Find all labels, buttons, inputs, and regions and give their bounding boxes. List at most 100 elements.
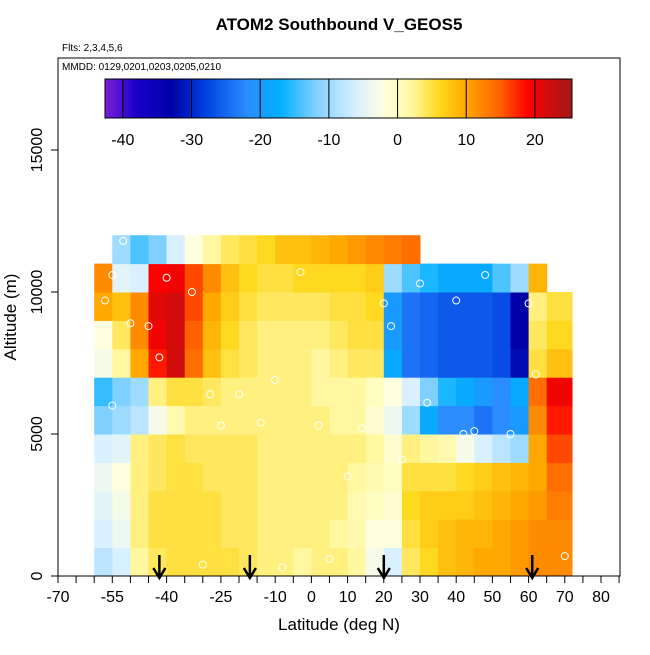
heat-cell bbox=[347, 405, 367, 435]
heat-cell bbox=[365, 235, 385, 265]
heat-cell bbox=[419, 292, 439, 321]
heat-cell bbox=[275, 490, 294, 520]
heat-cell bbox=[184, 235, 204, 265]
x-tick-label: 80 bbox=[592, 589, 610, 606]
heat-cell bbox=[220, 292, 240, 321]
heat-cell bbox=[456, 490, 475, 520]
heat-cell bbox=[347, 292, 367, 321]
heat-cell bbox=[166, 348, 186, 378]
heat-cell bbox=[365, 519, 385, 549]
x-tick-label: -10 bbox=[264, 589, 287, 606]
heat-cell bbox=[130, 263, 149, 293]
heat-cell bbox=[220, 235, 240, 265]
heat-cell bbox=[112, 490, 131, 520]
sample-point bbox=[481, 270, 490, 279]
heat-cell bbox=[546, 434, 573, 463]
x-tick-label: 60 bbox=[520, 589, 538, 606]
heat-cell bbox=[184, 377, 204, 407]
heat-cell bbox=[492, 405, 511, 435]
sample-point bbox=[278, 563, 287, 572]
heat-cell bbox=[130, 434, 149, 463]
heat-cell bbox=[293, 490, 312, 520]
sample-point bbox=[387, 322, 396, 331]
heat-cell bbox=[329, 434, 349, 463]
heat-cell bbox=[148, 434, 168, 463]
heat-cell bbox=[492, 320, 511, 350]
heat-cell bbox=[347, 235, 367, 265]
heat-cell bbox=[492, 292, 511, 321]
heat-cell bbox=[293, 235, 312, 265]
colorbar-tick-label: 20 bbox=[526, 132, 544, 149]
heat-cell bbox=[510, 490, 530, 520]
y-tick-label: 15000 bbox=[29, 128, 46, 173]
heat-cell bbox=[220, 462, 240, 492]
heat-cell bbox=[275, 405, 294, 435]
heat-cell bbox=[311, 547, 330, 577]
heat-cell bbox=[130, 292, 149, 321]
heat-cell bbox=[474, 547, 493, 577]
heat-cell bbox=[202, 547, 222, 577]
heat-cell bbox=[148, 462, 168, 492]
heat-cell bbox=[438, 490, 457, 520]
heat-cell bbox=[293, 348, 312, 378]
heat-cell bbox=[112, 547, 131, 577]
heat-cell bbox=[401, 462, 421, 492]
heat-cell bbox=[166, 462, 186, 492]
sample-point bbox=[358, 424, 367, 433]
heat-cell bbox=[166, 263, 186, 293]
heat-cell bbox=[365, 320, 385, 350]
sample-point bbox=[216, 421, 225, 430]
heat-cell bbox=[474, 462, 493, 492]
heat-cell bbox=[419, 547, 439, 577]
heat-cell bbox=[401, 292, 421, 321]
heat-cell bbox=[438, 292, 457, 321]
heat-cell bbox=[438, 377, 457, 407]
heat-cell bbox=[184, 490, 204, 520]
heat-cell bbox=[293, 434, 312, 463]
heat-cell bbox=[202, 292, 222, 321]
heat-cell bbox=[492, 434, 511, 463]
chart-title: ATOM2 Southbound V_GEOS5 bbox=[216, 15, 463, 34]
y-axis-label: Altitude (m) bbox=[1, 274, 20, 361]
heat-cell bbox=[112, 405, 131, 435]
y-tick-label: 5000 bbox=[29, 416, 46, 452]
heat-cell bbox=[419, 462, 439, 492]
heat-cell bbox=[238, 434, 258, 463]
heat-cell bbox=[329, 377, 349, 407]
heat-cell bbox=[365, 434, 385, 463]
sample-point bbox=[459, 430, 468, 439]
heat-cell bbox=[112, 348, 131, 378]
heat-cell bbox=[293, 547, 312, 577]
heat-cell bbox=[94, 519, 113, 549]
heat-cell bbox=[347, 348, 367, 378]
heat-cell bbox=[365, 490, 385, 520]
heat-cell bbox=[401, 263, 421, 293]
heat-cell bbox=[528, 434, 548, 463]
heat-cell bbox=[401, 377, 421, 407]
heat-cell bbox=[347, 547, 367, 577]
heat-cell bbox=[238, 235, 258, 265]
heat-cell bbox=[184, 263, 204, 293]
heat-cell bbox=[238, 519, 258, 549]
x-tick-label: 50 bbox=[483, 589, 501, 606]
heat-cell bbox=[347, 434, 367, 463]
heat-cell bbox=[202, 405, 222, 435]
sample-point bbox=[108, 270, 117, 279]
x-tick-label: -70 bbox=[46, 589, 69, 606]
sample-point bbox=[162, 273, 171, 282]
heat-cell bbox=[257, 263, 276, 293]
heat-cell bbox=[311, 519, 330, 549]
heat-cell bbox=[474, 292, 493, 321]
heat-cell bbox=[184, 462, 204, 492]
sample-point bbox=[206, 390, 215, 399]
heat-cell bbox=[184, 434, 204, 463]
heat-cell bbox=[510, 263, 530, 293]
heat-cell bbox=[311, 235, 330, 265]
heat-cell bbox=[148, 320, 168, 350]
heat-cell bbox=[257, 462, 276, 492]
heat-cell bbox=[257, 405, 276, 435]
heat-cell bbox=[546, 519, 573, 549]
heat-cell bbox=[112, 434, 131, 463]
x-tick-label: 30 bbox=[411, 589, 429, 606]
